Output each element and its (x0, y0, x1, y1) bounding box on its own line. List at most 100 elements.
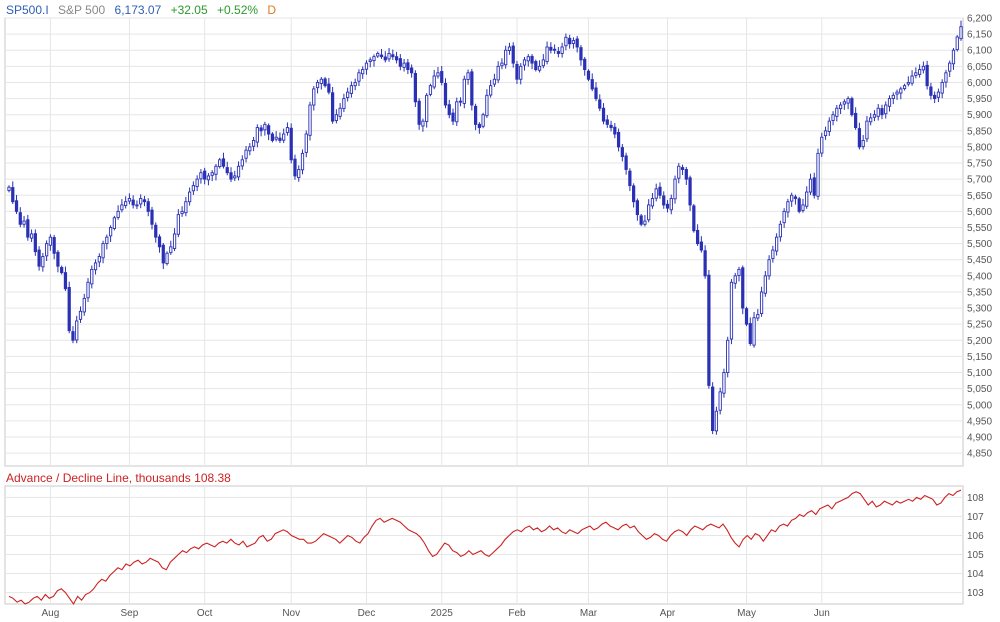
price-y-tick: 5,450 (967, 255, 992, 266)
x-tick-label: 2025 (431, 608, 454, 619)
candle-body (658, 186, 662, 196)
candle-body (921, 65, 925, 71)
candle-body (605, 119, 609, 125)
candle-body (124, 201, 128, 207)
candle-body (876, 107, 880, 117)
candle-body (22, 220, 26, 225)
candle-body (466, 72, 470, 81)
candle-body (372, 56, 376, 61)
candle-body (90, 268, 94, 285)
candle-body (895, 91, 899, 95)
candle-body (955, 36, 959, 51)
candle-body (349, 85, 354, 94)
candle-body (549, 46, 553, 51)
price-change: +32.05 (170, 3, 208, 17)
price-y-tick: 6,200 (967, 14, 992, 25)
candle-body (718, 391, 722, 411)
candle-body (406, 62, 410, 71)
chart-header: SP500.I S&P 500 6,173.07 +32.05 +0.52% D (6, 3, 282, 17)
candle-body (443, 82, 448, 106)
candle-body (462, 78, 466, 104)
price-y-tick: 5,000 (967, 400, 992, 411)
price-y-tick: 5,550 (967, 223, 992, 234)
candle-body (180, 210, 184, 215)
candle-body (364, 62, 369, 70)
candle-body (575, 38, 579, 48)
candle-body (473, 105, 478, 125)
candle-body (105, 236, 109, 245)
x-tick-label: Dec (358, 608, 376, 619)
candle-body (647, 204, 651, 221)
x-tick-label: Mar (580, 608, 598, 619)
symbol-label[interactable]: SP500.I (6, 3, 49, 17)
candle-body (684, 169, 688, 180)
candle-body (692, 205, 696, 232)
candle-body (526, 56, 530, 62)
candle-body (330, 92, 335, 122)
candle-body (899, 88, 903, 94)
price-y-tick: 5,700 (967, 175, 992, 186)
candle-body (289, 127, 293, 161)
last-price: 6,173.07 (114, 3, 162, 17)
candle-body (236, 165, 241, 178)
candle-body (285, 127, 290, 133)
candle-body (857, 128, 862, 148)
candle-body (722, 372, 726, 394)
candle-body (778, 223, 782, 238)
price-y-tick: 5,350 (967, 287, 992, 298)
price-y-tick: 5,800 (967, 142, 992, 153)
x-tick-label: Apr (660, 608, 676, 619)
price-y-tick: 5,900 (967, 110, 992, 121)
ad-line-header: Advance / Decline Line, thousands 108.38 (6, 471, 231, 485)
candle-body (665, 203, 670, 209)
candle-body (797, 198, 801, 212)
candle-body (7, 186, 11, 191)
candle-body (767, 259, 771, 277)
candle-body (959, 26, 963, 40)
candle-body (29, 233, 34, 239)
candle-body (530, 55, 534, 64)
candle-body (86, 281, 90, 299)
candle-body (75, 320, 79, 341)
candle-body (93, 262, 98, 271)
candle-body (387, 53, 391, 60)
price-y-tick: 5,750 (967, 159, 992, 170)
index-name: S&P 500 (58, 3, 106, 17)
candle-body (594, 87, 598, 100)
candle-body (891, 94, 895, 100)
candle-body (650, 198, 655, 207)
candle-body (82, 297, 86, 313)
candle-body (673, 178, 677, 200)
price-y-tick: 5,300 (967, 304, 992, 315)
candle-body (507, 46, 512, 52)
ad-line-value: 108.38 (194, 471, 231, 485)
candle-body (838, 104, 843, 110)
ad-y-tick: 107 (967, 512, 984, 523)
candle-body (703, 250, 707, 277)
ad-y-tick: 104 (967, 569, 984, 580)
candle-body (101, 243, 105, 259)
candle-body (695, 229, 700, 245)
candle-body (26, 219, 30, 238)
candle-body (733, 275, 737, 284)
candle-body (139, 198, 143, 205)
candle-body (135, 204, 139, 207)
candle-body (267, 125, 271, 135)
candle-body (639, 215, 643, 225)
candle-body (790, 194, 794, 202)
candle-body (293, 158, 297, 177)
candle-body (537, 65, 542, 71)
ad-y-tick: 105 (967, 550, 984, 561)
candle-body (601, 107, 606, 122)
price-y-tick: 5,150 (967, 352, 992, 363)
ad-line-title: Advance / Decline Line, thousands (6, 471, 191, 485)
candle-body (748, 323, 752, 344)
candle-body (304, 133, 308, 153)
candle-body (470, 71, 474, 106)
candle-body (786, 201, 790, 213)
candle-body (771, 249, 775, 259)
price-y-tick: 5,250 (967, 320, 992, 331)
price-change-percent: +0.52% (217, 3, 259, 17)
period-selector[interactable]: D (267, 3, 277, 17)
